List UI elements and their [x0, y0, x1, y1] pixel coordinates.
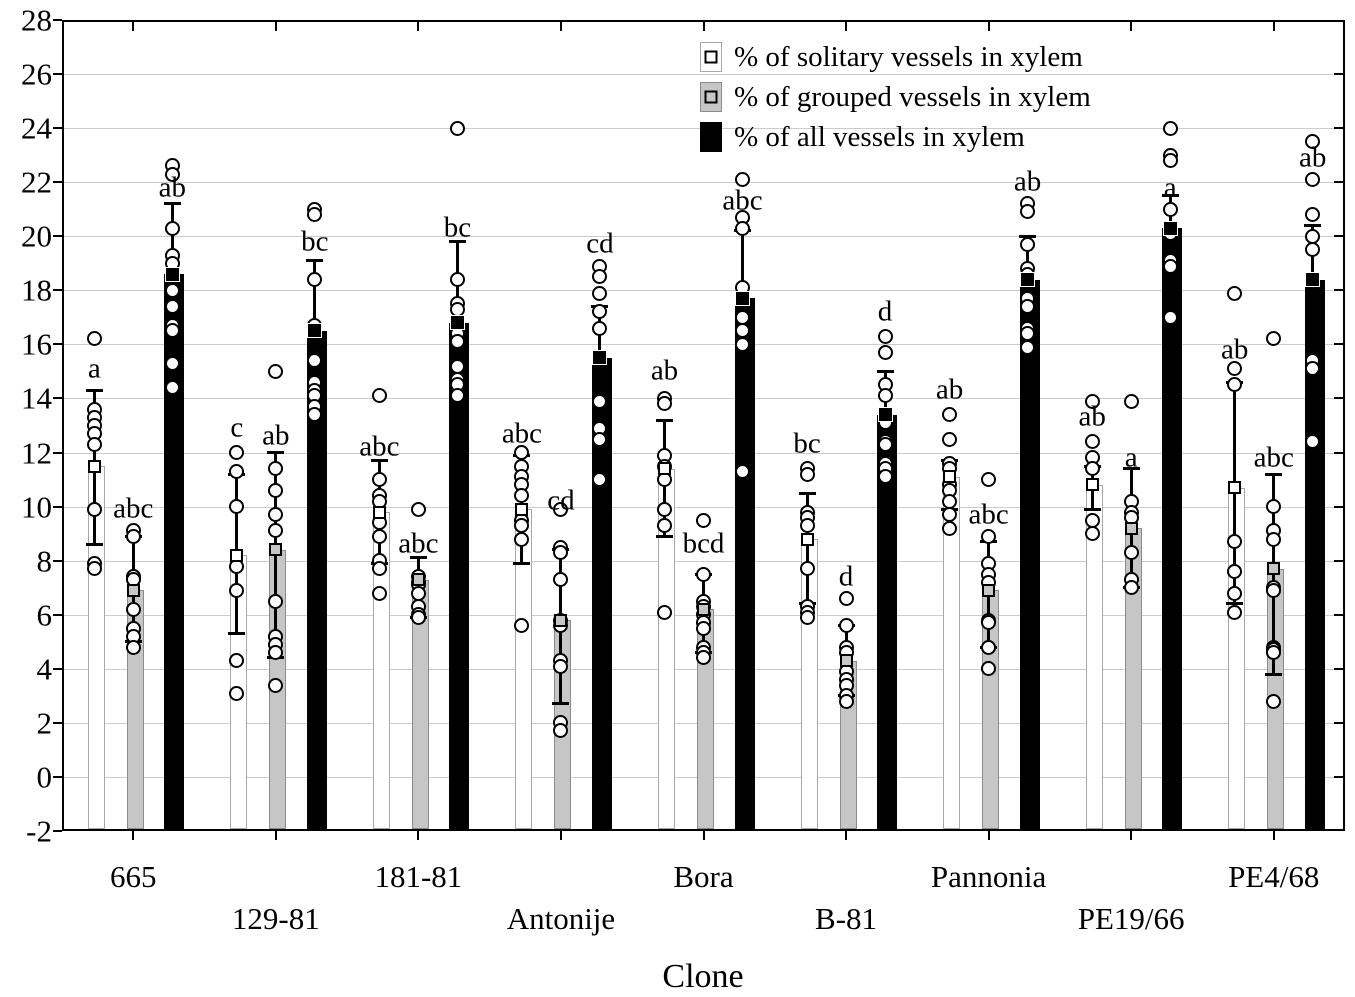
y-tick-left	[53, 775, 62, 778]
y-tick-left	[53, 559, 62, 562]
bar-Pannonia-series0	[943, 476, 961, 829]
bar-PE19/66-series0	[1085, 484, 1103, 829]
bar-B-81-series2	[877, 414, 898, 829]
x-tick-bottom	[417, 831, 420, 840]
gridline-y-14	[64, 398, 1343, 400]
y-tick-label: 22	[21, 164, 52, 200]
x-category-label-B-81: B-81	[815, 901, 878, 936]
y-tick-label: 10	[21, 489, 52, 525]
y-tick-left	[53, 613, 62, 616]
bar-Antonije-series0	[515, 509, 533, 829]
bar-B-81-series1	[839, 660, 857, 829]
bar-Antonije-series2	[591, 357, 612, 829]
bar-Pannonia-series1	[982, 590, 1000, 829]
x-category-label-PE4/68: PE4/68	[1228, 859, 1320, 894]
x-tick-bottom	[274, 831, 277, 840]
legend: % of solitary vessels in xylem % of grou…	[700, 42, 1091, 162]
bar-PE19/66-series2	[1162, 228, 1183, 829]
legend-key-all-icon	[700, 122, 722, 152]
x-tick-bottom	[132, 831, 135, 840]
gridline-y-10	[64, 506, 1343, 508]
y-tick-left	[53, 721, 62, 724]
x-tick-bottom	[1130, 831, 1133, 840]
gridline-y-26	[64, 74, 1343, 76]
bar-PE4/68-series2	[1304, 279, 1325, 829]
y-tick-left	[53, 73, 62, 76]
x-tick-bottom	[987, 831, 990, 840]
legend-item-all: % of all vessels in xylem	[700, 122, 1091, 152]
legend-item-solitary: % of solitary vessels in xylem	[700, 42, 1091, 72]
legend-label-grouped: % of grouped vessels in xylem	[734, 80, 1091, 113]
y-tick-label: 14	[21, 380, 52, 416]
bar-Pannonia-series2	[1019, 279, 1040, 829]
legend-item-grouped: % of grouped vessels in xylem	[700, 82, 1091, 112]
x-category-label-Bora: Bora	[673, 859, 734, 894]
bar-129-81-series1	[269, 549, 287, 829]
y-tick-label: 2	[36, 705, 53, 741]
bar-181-81-series0	[372, 512, 390, 829]
y-tick-label: 16	[21, 326, 52, 362]
x-tick-bottom	[702, 831, 705, 840]
bar-PE4/68-series0	[1228, 487, 1246, 829]
y-tick-label: 26	[21, 56, 52, 92]
y-tick-label: 20	[21, 218, 52, 254]
y-tick-label: 0	[36, 759, 53, 795]
bar-Bora-series1	[697, 609, 714, 829]
y-tick-left	[53, 235, 62, 238]
y-tick-left	[53, 667, 62, 670]
y-tick-left	[53, 397, 62, 400]
legend-label-solitary: % of solitary vessels in xylem	[734, 40, 1083, 73]
y-tick-left	[53, 451, 62, 454]
y-tick-label: 12	[21, 435, 52, 471]
x-tick-bottom	[1272, 831, 1275, 840]
bar-181-81-series1	[411, 579, 429, 829]
bar-181-81-series2	[449, 322, 470, 829]
bar-Bora-series2	[734, 298, 755, 829]
bar-665-series1	[126, 590, 144, 829]
legend-key-solitary-icon	[700, 42, 722, 72]
y-tick-left	[53, 181, 62, 184]
gridline-y-8	[64, 560, 1343, 562]
y-tick-label: 8	[36, 543, 53, 579]
x-category-label-Pannonia: Pannonia	[930, 859, 1047, 894]
bar-B-81-series0	[800, 539, 818, 829]
y-tick-label: 28	[21, 2, 52, 38]
y-tick-label: 4	[36, 651, 53, 687]
plot-area	[62, 20, 1345, 831]
x-category-label-181-81: 181-81	[374, 859, 463, 894]
y-tick-label: -2	[26, 813, 52, 849]
bar-PE4/68-series1	[1267, 568, 1285, 829]
x-tick-bottom	[845, 831, 848, 840]
y-tick-label: 6	[36, 597, 53, 633]
bar-129-81-series2	[306, 330, 327, 829]
bar-665-series0	[87, 466, 105, 829]
bar-Antonije-series1	[554, 620, 572, 829]
bar-665-series2	[164, 274, 185, 829]
x-tick-bottom	[559, 831, 562, 840]
gridline-y-20	[64, 236, 1343, 238]
x-axis-title: Clone	[662, 958, 744, 995]
y-tick-left	[53, 127, 62, 130]
x-category-label-129-81: 129-81	[231, 901, 320, 936]
y-tick-left	[53, 830, 62, 832]
y-tick-label: 18	[21, 272, 52, 308]
gridline-y-22	[64, 182, 1343, 184]
bar-PE19/66-series1	[1124, 528, 1142, 829]
gridline-y-18	[64, 290, 1343, 292]
gridline-y-12	[64, 452, 1343, 454]
y-tick-label: 24	[21, 110, 52, 146]
y-tick-left	[53, 289, 62, 292]
legend-key-grouped-icon	[700, 82, 722, 112]
gridline-y-16	[64, 344, 1343, 346]
x-category-label-665: 665	[110, 859, 157, 894]
y-tick-left	[53, 505, 62, 508]
legend-label-all: % of all vessels in xylem	[734, 120, 1025, 153]
bar-129-81-series0	[230, 555, 248, 829]
y-tick-left	[53, 343, 62, 346]
x-category-label-PE19/66: PE19/66	[1077, 901, 1185, 936]
y-tick-left	[53, 19, 62, 21]
bar-Bora-series0	[658, 468, 675, 829]
x-category-label-Antonije: Antonije	[506, 901, 616, 936]
